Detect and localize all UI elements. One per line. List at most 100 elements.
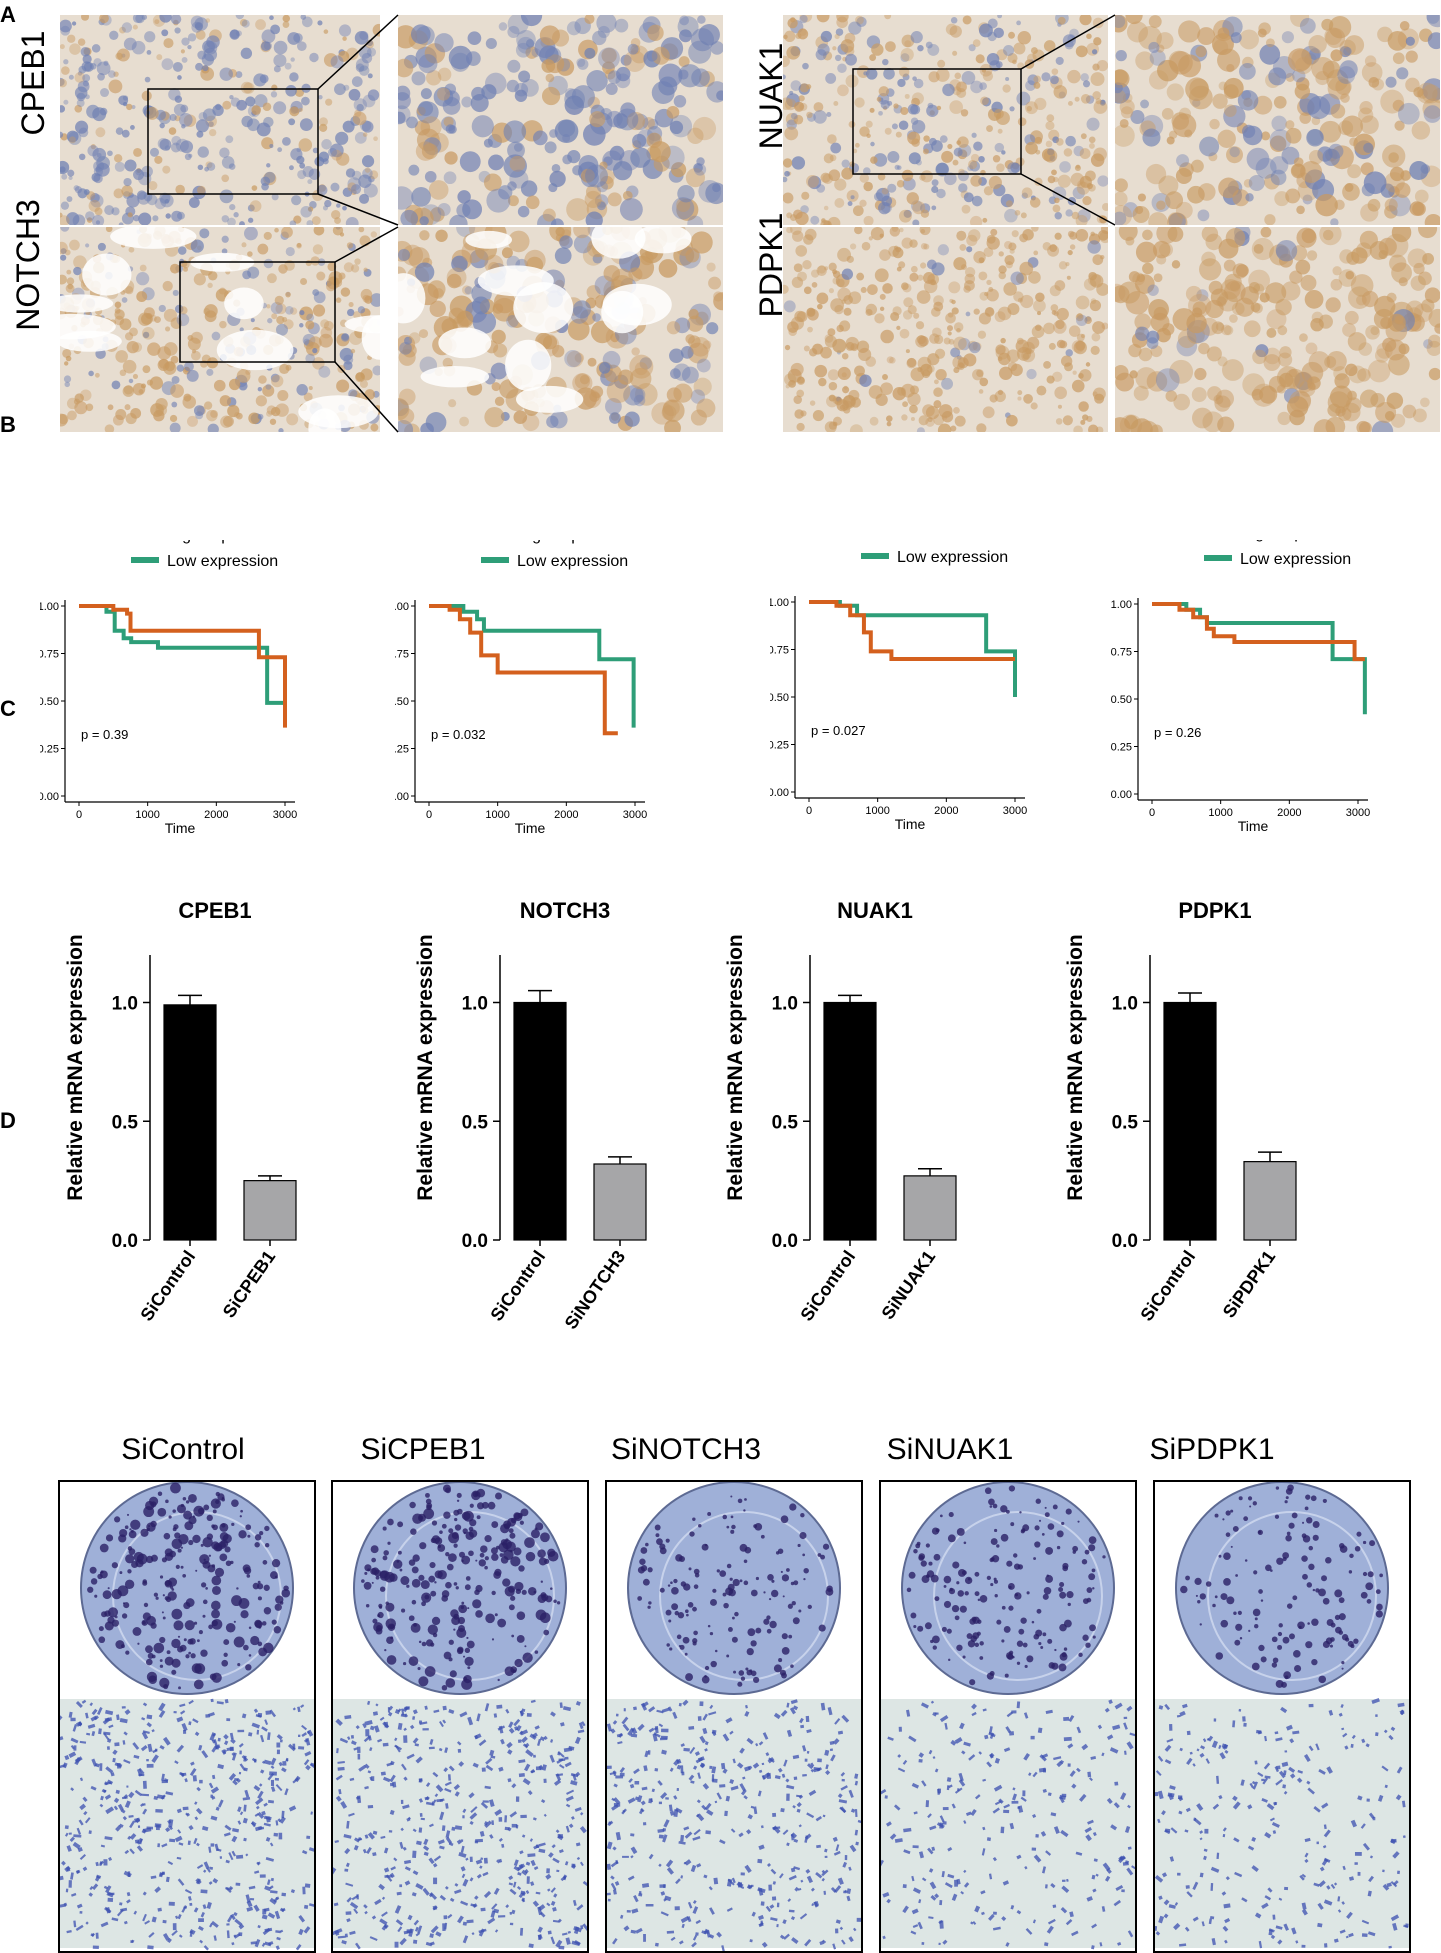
ihc-nucleus	[260, 41, 271, 52]
colony	[238, 1597, 250, 1609]
transwell-cell	[339, 1737, 349, 1744]
transwell-cell	[224, 1824, 232, 1831]
ihc-stain	[1115, 15, 1128, 33]
ihc-nucleus	[91, 44, 101, 53]
bar-x-tick-label: SiCPEB1	[219, 1247, 280, 1322]
ihc-stain	[1054, 197, 1060, 204]
km-x-tick-label: 3000	[623, 809, 647, 821]
ihc-stain	[1351, 247, 1368, 264]
ihc-stain	[1055, 418, 1063, 425]
ihc-stain	[1138, 347, 1153, 362]
ihc-stain	[1428, 334, 1440, 348]
colony	[491, 1638, 495, 1641]
transwell-cell	[525, 1861, 531, 1866]
transwell-cell	[133, 1754, 140, 1759]
ihc-nucleus	[191, 21, 203, 33]
transwell-cell	[235, 1882, 241, 1886]
ihc-stain	[820, 346, 832, 359]
ihc-nucleus	[269, 143, 274, 149]
ihc-stain	[918, 335, 929, 347]
ihc-stain	[827, 134, 837, 144]
transwell-cell	[509, 1888, 517, 1895]
ihc-stain	[900, 47, 914, 62]
ihc-stain	[1171, 112, 1190, 130]
ihc-nucleus	[136, 190, 147, 200]
ihc-stain	[628, 267, 643, 282]
transwell-cell	[337, 1766, 345, 1771]
ihc-stain	[277, 389, 289, 402]
transwell-cell	[139, 1838, 143, 1845]
transwell-cell	[166, 1937, 172, 1944]
transwell-cell	[796, 1802, 802, 1808]
colony	[763, 1618, 770, 1625]
colony	[456, 1499, 460, 1502]
ihc-nucleus	[78, 127, 89, 138]
ihc-stain	[920, 209, 930, 218]
ihc-nucleus	[616, 108, 639, 131]
transwell-cell	[564, 1861, 569, 1866]
colony	[202, 1614, 206, 1618]
ihc-stain	[219, 320, 227, 329]
ihc-stain	[906, 358, 917, 369]
ihc-stain	[269, 418, 277, 425]
ihc-nucleus	[67, 169, 75, 177]
ihc-nucleus	[361, 155, 375, 168]
ihc-stain	[934, 379, 939, 385]
colony	[211, 1609, 220, 1619]
ihc-nucleus	[250, 318, 255, 323]
ihc-stain	[948, 281, 961, 294]
ihc-stain	[927, 353, 940, 366]
colony	[458, 1604, 468, 1614]
transwell-cell	[357, 1746, 361, 1753]
transwell-cell	[770, 1917, 778, 1922]
colony	[254, 1534, 262, 1541]
transwell-cell	[358, 1764, 367, 1772]
transwell-cell	[516, 1885, 522, 1890]
ihc-stain	[205, 161, 213, 169]
transwell-cell	[787, 1898, 792, 1903]
ihc-nucleus	[551, 163, 561, 173]
transwell-cell	[706, 1809, 714, 1816]
bar-y-axis-label: Relative mRNA expression	[724, 934, 747, 1201]
transwell-cell	[765, 1752, 770, 1757]
transwell-cell	[704, 1741, 709, 1746]
ihc-stain	[1115, 124, 1135, 147]
ihc-stain	[967, 340, 978, 351]
ihc-stain	[296, 242, 302, 248]
transwell-cell	[573, 1926, 582, 1933]
ihc-nucleus	[503, 154, 527, 178]
transwell-cell	[70, 1872, 74, 1880]
ihc-nucleus	[971, 195, 983, 207]
transwell-cell	[116, 1714, 120, 1721]
transwell-cell	[81, 1699, 87, 1704]
ihc-stain	[784, 373, 797, 386]
colony	[704, 1665, 710, 1671]
ihc-stain	[877, 172, 886, 181]
ihc-stain	[998, 251, 1004, 257]
ihc-stain	[1223, 259, 1236, 272]
ihc-stain	[267, 273, 277, 284]
transwell-cell	[278, 1761, 283, 1767]
colony	[182, 1573, 187, 1578]
transwell-cell	[259, 1874, 266, 1878]
transwell-cell	[840, 1785, 848, 1791]
colony	[384, 1648, 387, 1652]
ihc-nucleus	[367, 89, 380, 101]
ihc-stain	[1305, 342, 1318, 355]
ihc-nucleus	[177, 211, 185, 220]
ihc-nucleus	[146, 50, 152, 55]
ihc-stain	[459, 416, 470, 427]
ihc-stain	[1115, 69, 1128, 86]
ihc-stain	[1191, 387, 1207, 403]
colony	[712, 1588, 717, 1593]
ihc-stain	[909, 239, 918, 248]
ihc-nucleus	[195, 62, 204, 71]
ihc-nucleus	[883, 67, 895, 80]
ihc-nucleus	[60, 105, 66, 113]
transwell-cell	[840, 1806, 847, 1813]
ihc-nucleus	[564, 88, 585, 110]
colony	[537, 1549, 546, 1558]
bar-sirna	[243, 1180, 297, 1241]
colony	[246, 1574, 251, 1578]
transwell-cell	[394, 1744, 402, 1751]
